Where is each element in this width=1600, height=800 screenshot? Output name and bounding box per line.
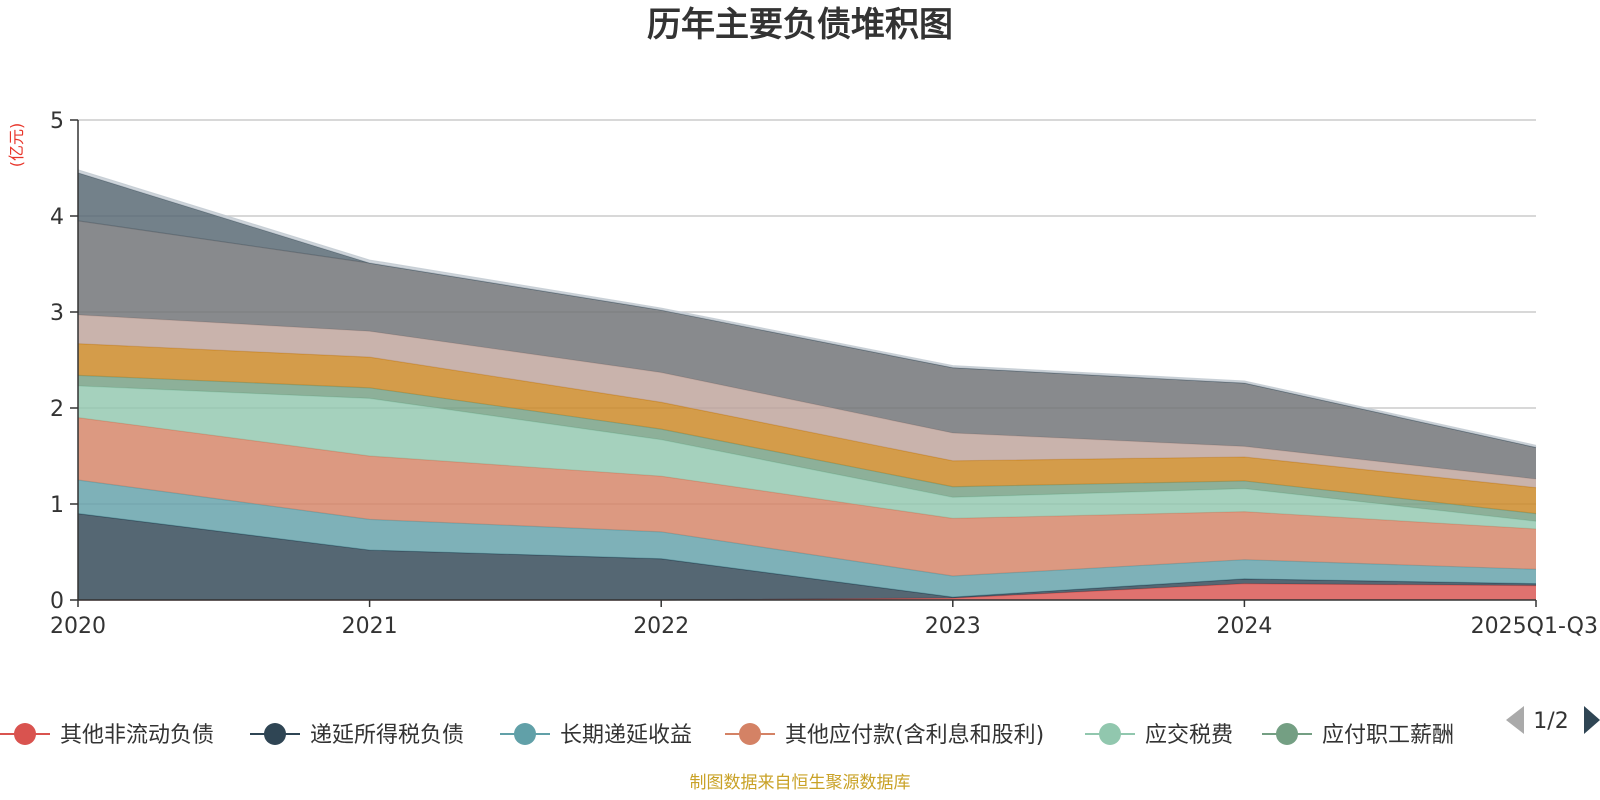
legend-pager: 1/2	[1506, 706, 1600, 734]
legend-item[interactable]: 应交税费	[1085, 723, 1233, 748]
y-tick-label: 1	[50, 493, 64, 518]
area-series-8[interactable]	[78, 220, 1536, 480]
y-tick-label: 5	[50, 109, 64, 134]
legend-next-icon[interactable]	[1584, 706, 1600, 734]
x-tick-label: 2022	[633, 614, 689, 639]
area-edge-2	[77, 479, 1537, 577]
legend-item[interactable]: 应付职工薪酬	[1262, 723, 1454, 748]
legend-marker	[1099, 723, 1121, 745]
x-tick-label: 2023	[925, 614, 981, 639]
axes	[77, 120, 1536, 601]
legend-page-indicator: 1/2	[1533, 709, 1568, 734]
area-series-6[interactable]	[78, 343, 1536, 514]
y-tick-label: 3	[50, 301, 64, 326]
legend-item[interactable]: 递延所得税负债	[250, 723, 464, 748]
area-series-3[interactable]	[78, 417, 1536, 576]
chart-title: 历年主要负债堆积图	[647, 5, 953, 45]
x-tick-label: 2021	[342, 614, 398, 639]
y-axis-unit: (亿元)	[7, 123, 26, 168]
legend-item[interactable]: 长期递延收益	[500, 723, 692, 748]
legend-label: 其他非流动负债	[60, 723, 214, 748]
x-tick-label: 2020	[50, 614, 106, 639]
legend-label: 应付职工薪酬	[1322, 723, 1454, 748]
legend-label: 长期递延收益	[560, 723, 692, 748]
legend-label: 应交税费	[1145, 723, 1233, 748]
legend-prev-icon[interactable]	[1506, 706, 1524, 734]
data-source-note: 制图数据来自恒生聚源数据库	[690, 773, 911, 793]
area-series-1[interactable]	[78, 513, 1536, 600]
legend-item[interactable]: 其他应付款(含利息和股利)	[725, 723, 1044, 748]
legend: 其他非流动负债 递延所得税负债 长期递延收益 其他应付款(含利息和股利) 应交税费 应付职…	[0, 723, 1454, 748]
legend-marker	[514, 723, 536, 745]
y-tick-label: 2	[50, 397, 64, 422]
legend-marker	[1276, 723, 1298, 745]
area-series-4[interactable]	[78, 385, 1536, 529]
x-tick-label: 2024	[1216, 614, 1272, 639]
legend-item[interactable]: 其他非流动负债	[0, 723, 214, 748]
area-series-10[interactable]	[78, 169, 1536, 448]
legend-marker	[739, 723, 761, 745]
legend-marker	[14, 723, 36, 745]
legend-marker	[264, 723, 286, 745]
x-tick-labels: 2020 2021 2022 2023 2024 2025Q1-Q3	[50, 600, 1598, 639]
area-edge-10	[77, 169, 1537, 447]
y-tick-label: 4	[50, 205, 64, 230]
legend-label: 其他应付款(含利息和股利)	[785, 723, 1044, 748]
y-tick-labels: 0 1 2 3 4 5	[50, 109, 78, 614]
area-series-5[interactable]	[78, 375, 1536, 522]
legend-label: 递延所得税负债	[310, 723, 464, 748]
area-series-2[interactable]	[78, 480, 1536, 598]
x-tick-label: 2025Q1-Q3	[1471, 614, 1598, 639]
series-areas	[77, 169, 1537, 601]
y-tick-label: 0	[50, 589, 64, 614]
area-series-7[interactable]	[78, 314, 1536, 488]
